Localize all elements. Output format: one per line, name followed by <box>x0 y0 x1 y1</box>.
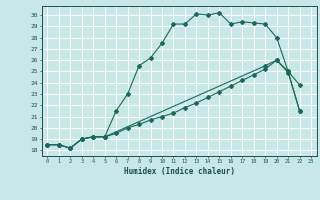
X-axis label: Humidex (Indice chaleur): Humidex (Indice chaleur) <box>124 167 235 176</box>
